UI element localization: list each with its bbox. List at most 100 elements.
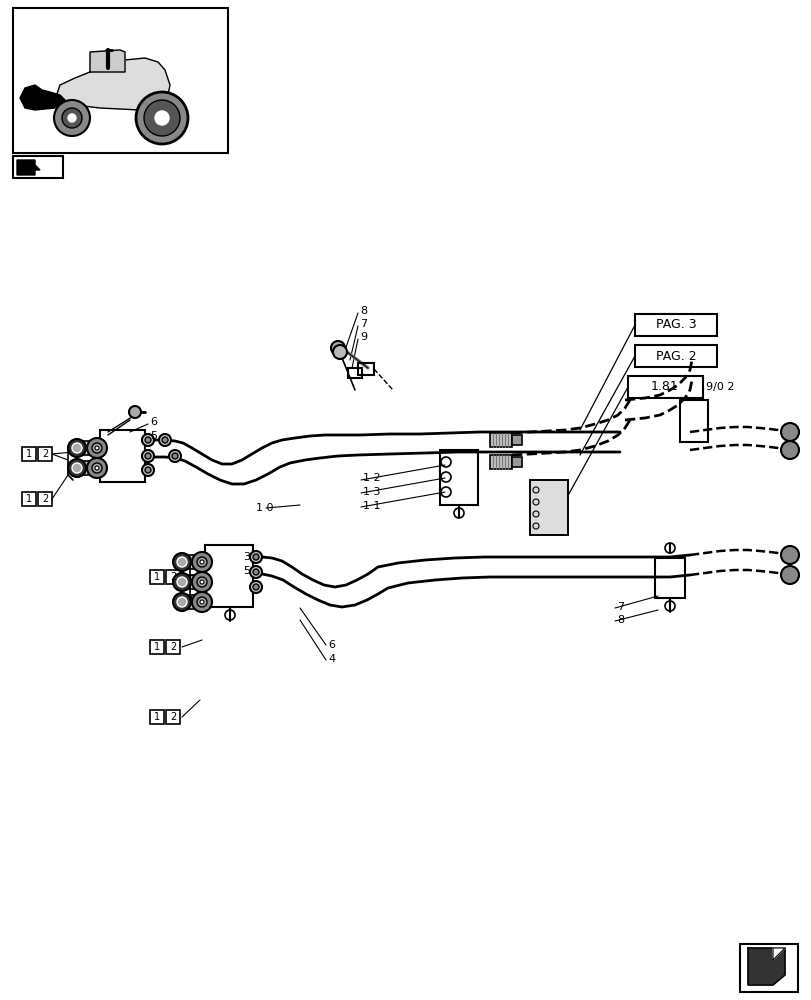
- Circle shape: [197, 577, 207, 587]
- Circle shape: [200, 580, 204, 584]
- Circle shape: [253, 584, 259, 590]
- Text: 1: 1: [26, 494, 32, 504]
- Text: 1: 1: [26, 449, 32, 459]
- Circle shape: [142, 434, 154, 446]
- Bar: [165, 710, 180, 724]
- Bar: [489, 433, 512, 447]
- Polygon shape: [55, 58, 169, 112]
- Text: PAG. 2: PAG. 2: [654, 350, 696, 362]
- Circle shape: [68, 114, 76, 122]
- Text: 7: 7: [616, 602, 624, 612]
- Circle shape: [92, 463, 102, 473]
- Circle shape: [142, 464, 154, 476]
- Polygon shape: [90, 50, 125, 72]
- Bar: [22, 492, 36, 506]
- Bar: [512, 457, 521, 467]
- Text: 8: 8: [359, 306, 367, 316]
- Bar: [81, 441, 95, 455]
- Circle shape: [68, 439, 86, 457]
- Circle shape: [95, 446, 99, 450]
- Text: 2: 2: [169, 712, 176, 722]
- Text: 9: 9: [359, 332, 367, 342]
- Text: 3: 3: [242, 552, 250, 562]
- Circle shape: [177, 577, 187, 587]
- Text: 1 0: 1 0: [255, 503, 273, 513]
- Text: 1: 1: [154, 712, 160, 722]
- Circle shape: [200, 560, 204, 564]
- Text: 2: 2: [169, 642, 176, 652]
- Bar: [348, 368, 362, 378]
- Circle shape: [145, 467, 151, 473]
- Text: 5: 5: [242, 566, 250, 576]
- Text: 2: 2: [42, 494, 48, 504]
- Circle shape: [169, 450, 181, 462]
- Circle shape: [191, 552, 212, 572]
- Text: 1 1: 1 1: [363, 501, 380, 511]
- Circle shape: [92, 443, 102, 453]
- Circle shape: [250, 566, 262, 578]
- Circle shape: [253, 554, 259, 560]
- Text: 1: 1: [154, 642, 160, 652]
- Circle shape: [780, 441, 798, 459]
- Bar: [38, 492, 52, 506]
- Circle shape: [197, 597, 207, 607]
- Circle shape: [72, 443, 82, 453]
- Bar: [739, 944, 797, 992]
- Bar: [81, 461, 95, 475]
- Circle shape: [197, 557, 207, 567]
- Circle shape: [68, 459, 86, 477]
- Circle shape: [780, 546, 798, 564]
- Text: 6: 6: [328, 640, 335, 650]
- Circle shape: [54, 100, 90, 136]
- Text: PAG. 3: PAG. 3: [654, 318, 696, 332]
- Bar: [489, 455, 512, 469]
- Circle shape: [200, 600, 204, 604]
- Polygon shape: [17, 160, 40, 175]
- Circle shape: [145, 437, 151, 443]
- Text: 9/0 2: 9/0 2: [705, 382, 734, 392]
- Circle shape: [250, 551, 262, 563]
- Circle shape: [142, 450, 154, 462]
- Bar: [100, 430, 145, 482]
- Bar: [13, 8, 228, 153]
- Circle shape: [87, 458, 107, 478]
- Bar: [627, 376, 702, 398]
- Circle shape: [780, 423, 798, 441]
- Circle shape: [253, 569, 259, 575]
- Bar: [358, 363, 374, 375]
- Circle shape: [135, 92, 188, 144]
- Bar: [165, 640, 180, 654]
- Text: 8: 8: [616, 615, 624, 625]
- Bar: [634, 345, 716, 367]
- Bar: [22, 447, 36, 461]
- Circle shape: [95, 466, 99, 470]
- Bar: [150, 710, 164, 724]
- Circle shape: [172, 453, 178, 459]
- Text: 1 3: 1 3: [363, 487, 380, 497]
- Bar: [204, 545, 253, 607]
- Circle shape: [173, 573, 191, 591]
- Bar: [654, 558, 684, 598]
- Bar: [186, 575, 200, 589]
- Circle shape: [173, 553, 191, 571]
- Text: 6: 6: [150, 417, 157, 427]
- Bar: [38, 447, 52, 461]
- Circle shape: [177, 557, 187, 567]
- Text: 2: 2: [169, 572, 176, 582]
- Circle shape: [62, 108, 82, 128]
- Circle shape: [331, 341, 345, 355]
- Circle shape: [145, 453, 151, 459]
- Polygon shape: [20, 85, 65, 110]
- Text: 1 2: 1 2: [363, 473, 380, 483]
- Text: 4: 4: [328, 654, 335, 664]
- Bar: [679, 400, 707, 442]
- Bar: [165, 570, 180, 584]
- Polygon shape: [772, 948, 784, 960]
- Bar: [530, 480, 568, 535]
- Bar: [186, 595, 200, 609]
- Circle shape: [87, 438, 107, 458]
- Text: 7: 7: [359, 319, 367, 329]
- Text: 5: 5: [150, 431, 157, 441]
- Bar: [530, 480, 568, 535]
- Circle shape: [191, 592, 212, 612]
